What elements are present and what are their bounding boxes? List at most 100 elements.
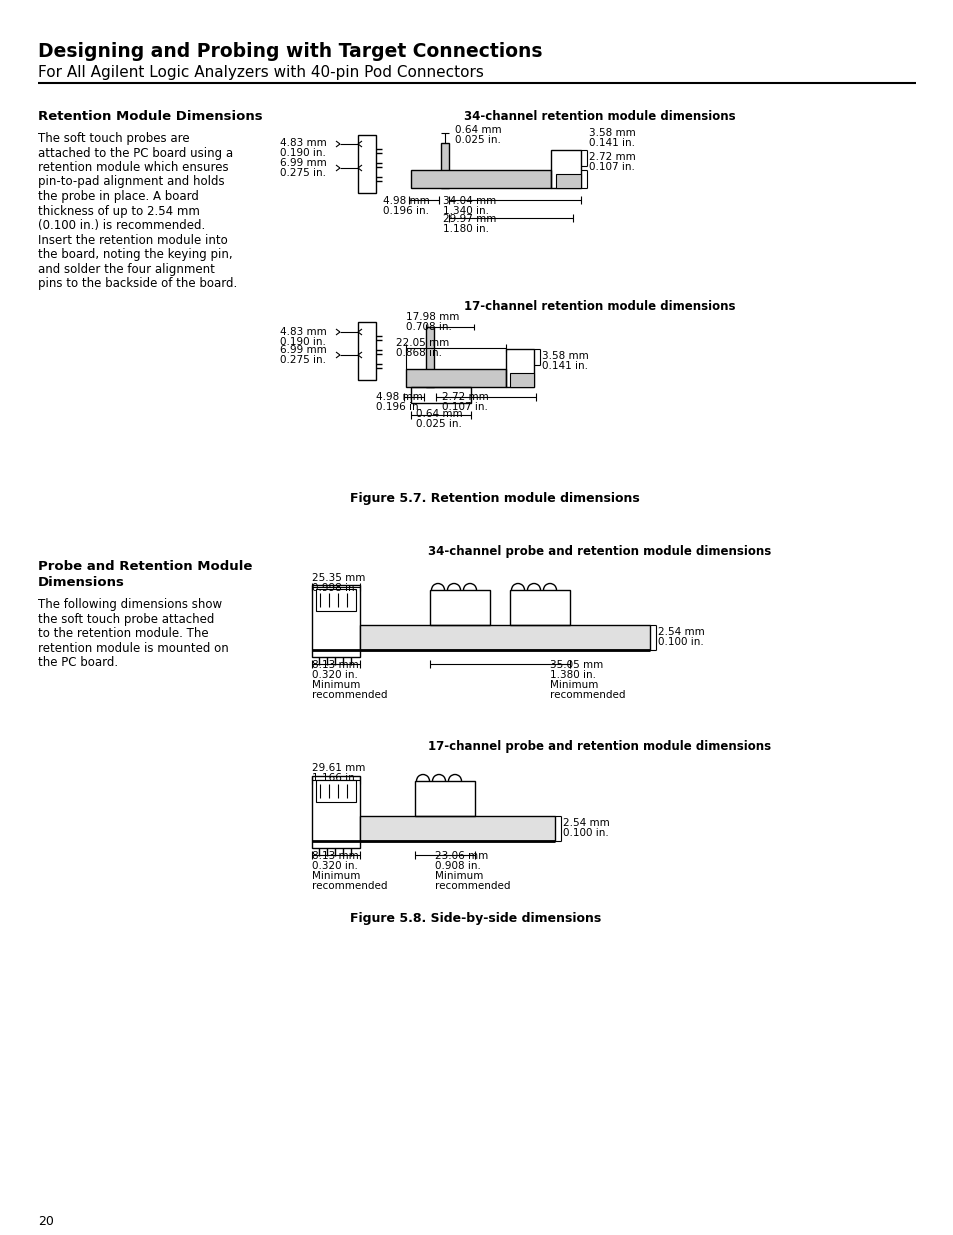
Text: 6.99 mm: 6.99 mm: [280, 345, 327, 354]
Text: and solder the four alignment: and solder the four alignment: [38, 263, 214, 275]
Text: (0.100 in.) is recommended.: (0.100 in.) is recommended.: [38, 219, 205, 232]
Text: 0.708 in.: 0.708 in.: [406, 322, 452, 332]
Text: 2.54 mm: 2.54 mm: [562, 818, 609, 827]
Text: 8.13 mm: 8.13 mm: [312, 851, 358, 861]
Text: 25.35 mm: 25.35 mm: [312, 573, 365, 583]
Text: 0.107 in.: 0.107 in.: [588, 162, 634, 172]
Text: Dimensions: Dimensions: [38, 576, 125, 589]
Bar: [556, 174, 580, 188]
Text: pins to the backside of the board.: pins to the backside of the board.: [38, 277, 237, 290]
Text: 0.100 in.: 0.100 in.: [658, 637, 703, 647]
Text: 22.05 mm: 22.05 mm: [395, 338, 449, 348]
Bar: [551, 149, 580, 188]
Text: 3.58 mm: 3.58 mm: [541, 351, 588, 361]
Bar: [359, 816, 555, 841]
Text: the PC board.: the PC board.: [38, 656, 118, 669]
Text: the soft touch probe attached: the soft touch probe attached: [38, 613, 214, 625]
Bar: [426, 327, 434, 387]
Text: 34.04 mm: 34.04 mm: [442, 196, 496, 206]
Bar: [312, 776, 359, 848]
Bar: [359, 625, 649, 650]
Text: 0.64 mm: 0.64 mm: [455, 125, 501, 135]
Text: 2.72 mm: 2.72 mm: [441, 391, 488, 403]
Bar: [357, 135, 375, 193]
Bar: [510, 373, 534, 387]
Bar: [406, 369, 505, 387]
Text: The soft touch probes are: The soft touch probes are: [38, 132, 190, 144]
Text: 0.025 in.: 0.025 in.: [455, 135, 500, 144]
Text: 17-channel retention module dimensions: 17-channel retention module dimensions: [464, 300, 735, 312]
Text: 29.61 mm: 29.61 mm: [312, 763, 365, 773]
Text: retention module is mounted on: retention module is mounted on: [38, 641, 229, 655]
Text: recommended: recommended: [550, 690, 625, 700]
Text: thickness of up to 2.54 mm: thickness of up to 2.54 mm: [38, 205, 200, 217]
Text: recommended: recommended: [312, 690, 387, 700]
Bar: [315, 781, 355, 802]
Bar: [415, 781, 475, 816]
Text: recommended: recommended: [435, 881, 510, 890]
Text: 0.908 in.: 0.908 in.: [435, 861, 480, 871]
Text: the board, noting the keying pin,: the board, noting the keying pin,: [38, 248, 233, 261]
Text: 0.141 in.: 0.141 in.: [588, 138, 635, 148]
Text: 0.320 in.: 0.320 in.: [312, 671, 357, 680]
Text: 20: 20: [38, 1215, 53, 1228]
Text: 0.141 in.: 0.141 in.: [541, 361, 587, 370]
Text: 34-channel probe and retention module dimensions: 34-channel probe and retention module di…: [428, 545, 771, 558]
Text: Figure 5.8. Side-by-side dimensions: Figure 5.8. Side-by-side dimensions: [350, 911, 600, 925]
Text: 8.13 mm: 8.13 mm: [312, 659, 358, 671]
Text: For All Agilent Logic Analyzers with 40-pin Pod Connectors: For All Agilent Logic Analyzers with 40-…: [38, 65, 483, 80]
Text: 4.98 mm: 4.98 mm: [375, 391, 422, 403]
Text: 1.380 in.: 1.380 in.: [550, 671, 596, 680]
Text: Retention Module Dimensions: Retention Module Dimensions: [38, 110, 262, 124]
Text: 0.64 mm: 0.64 mm: [416, 409, 462, 419]
Text: 4.83 mm: 4.83 mm: [280, 327, 327, 337]
Bar: [312, 585, 359, 657]
Text: 29.97 mm: 29.97 mm: [442, 214, 496, 224]
Text: 0.100 in.: 0.100 in.: [562, 827, 608, 839]
Text: Minimum: Minimum: [312, 680, 360, 690]
Text: 0.107 in.: 0.107 in.: [441, 403, 487, 412]
Text: pin-to-pad alignment and holds: pin-to-pad alignment and holds: [38, 175, 224, 189]
Text: 17-channel probe and retention module dimensions: 17-channel probe and retention module di…: [428, 740, 771, 753]
Text: 35.05 mm: 35.05 mm: [550, 659, 602, 671]
Bar: [505, 350, 534, 387]
Text: 6.99 mm: 6.99 mm: [280, 158, 327, 168]
Bar: [357, 322, 375, 380]
Text: 3.58 mm: 3.58 mm: [588, 128, 635, 138]
Text: to the retention module. The: to the retention module. The: [38, 627, 209, 640]
Text: 23.06 mm: 23.06 mm: [435, 851, 488, 861]
Text: 0.275 in.: 0.275 in.: [280, 168, 326, 178]
Text: retention module which ensures: retention module which ensures: [38, 161, 229, 174]
Text: 1.180 in.: 1.180 in.: [442, 224, 489, 233]
Bar: [411, 387, 471, 403]
Text: 0.868 in.: 0.868 in.: [395, 348, 441, 358]
Bar: [510, 590, 569, 625]
Bar: [411, 170, 551, 188]
Text: 1.340 in.: 1.340 in.: [442, 206, 489, 216]
Text: 2.72 mm: 2.72 mm: [588, 152, 635, 162]
Text: 1.166 in.: 1.166 in.: [312, 773, 357, 783]
Text: 4.83 mm: 4.83 mm: [280, 138, 327, 148]
Text: 17.98 mm: 17.98 mm: [406, 312, 459, 322]
Text: the probe in place. A board: the probe in place. A board: [38, 190, 198, 203]
Text: 2.54 mm: 2.54 mm: [658, 627, 704, 637]
Bar: [315, 589, 355, 611]
Text: 0.190 in.: 0.190 in.: [280, 337, 326, 347]
Bar: [430, 590, 490, 625]
Text: 0.196 in.: 0.196 in.: [382, 206, 429, 216]
Text: Probe and Retention Module: Probe and Retention Module: [38, 559, 253, 573]
Text: 4.98 mm: 4.98 mm: [382, 196, 429, 206]
Text: Insert the retention module into: Insert the retention module into: [38, 233, 228, 247]
Text: 0.998 in.: 0.998 in.: [312, 583, 357, 593]
Text: Figure 5.7. Retention module dimensions: Figure 5.7. Retention module dimensions: [350, 492, 639, 505]
Text: Minimum: Minimum: [435, 871, 483, 881]
Text: 0.025 in.: 0.025 in.: [416, 419, 461, 429]
Text: 0.196 in.: 0.196 in.: [375, 403, 421, 412]
Text: 0.320 in.: 0.320 in.: [312, 861, 357, 871]
Text: Designing and Probing with Target Connections: Designing and Probing with Target Connec…: [38, 42, 542, 61]
Text: Minimum: Minimum: [550, 680, 598, 690]
Text: The following dimensions show: The following dimensions show: [38, 598, 222, 611]
Bar: [440, 143, 449, 188]
Text: 0.190 in.: 0.190 in.: [280, 148, 326, 158]
Text: 34-channel retention module dimensions: 34-channel retention module dimensions: [464, 110, 735, 124]
